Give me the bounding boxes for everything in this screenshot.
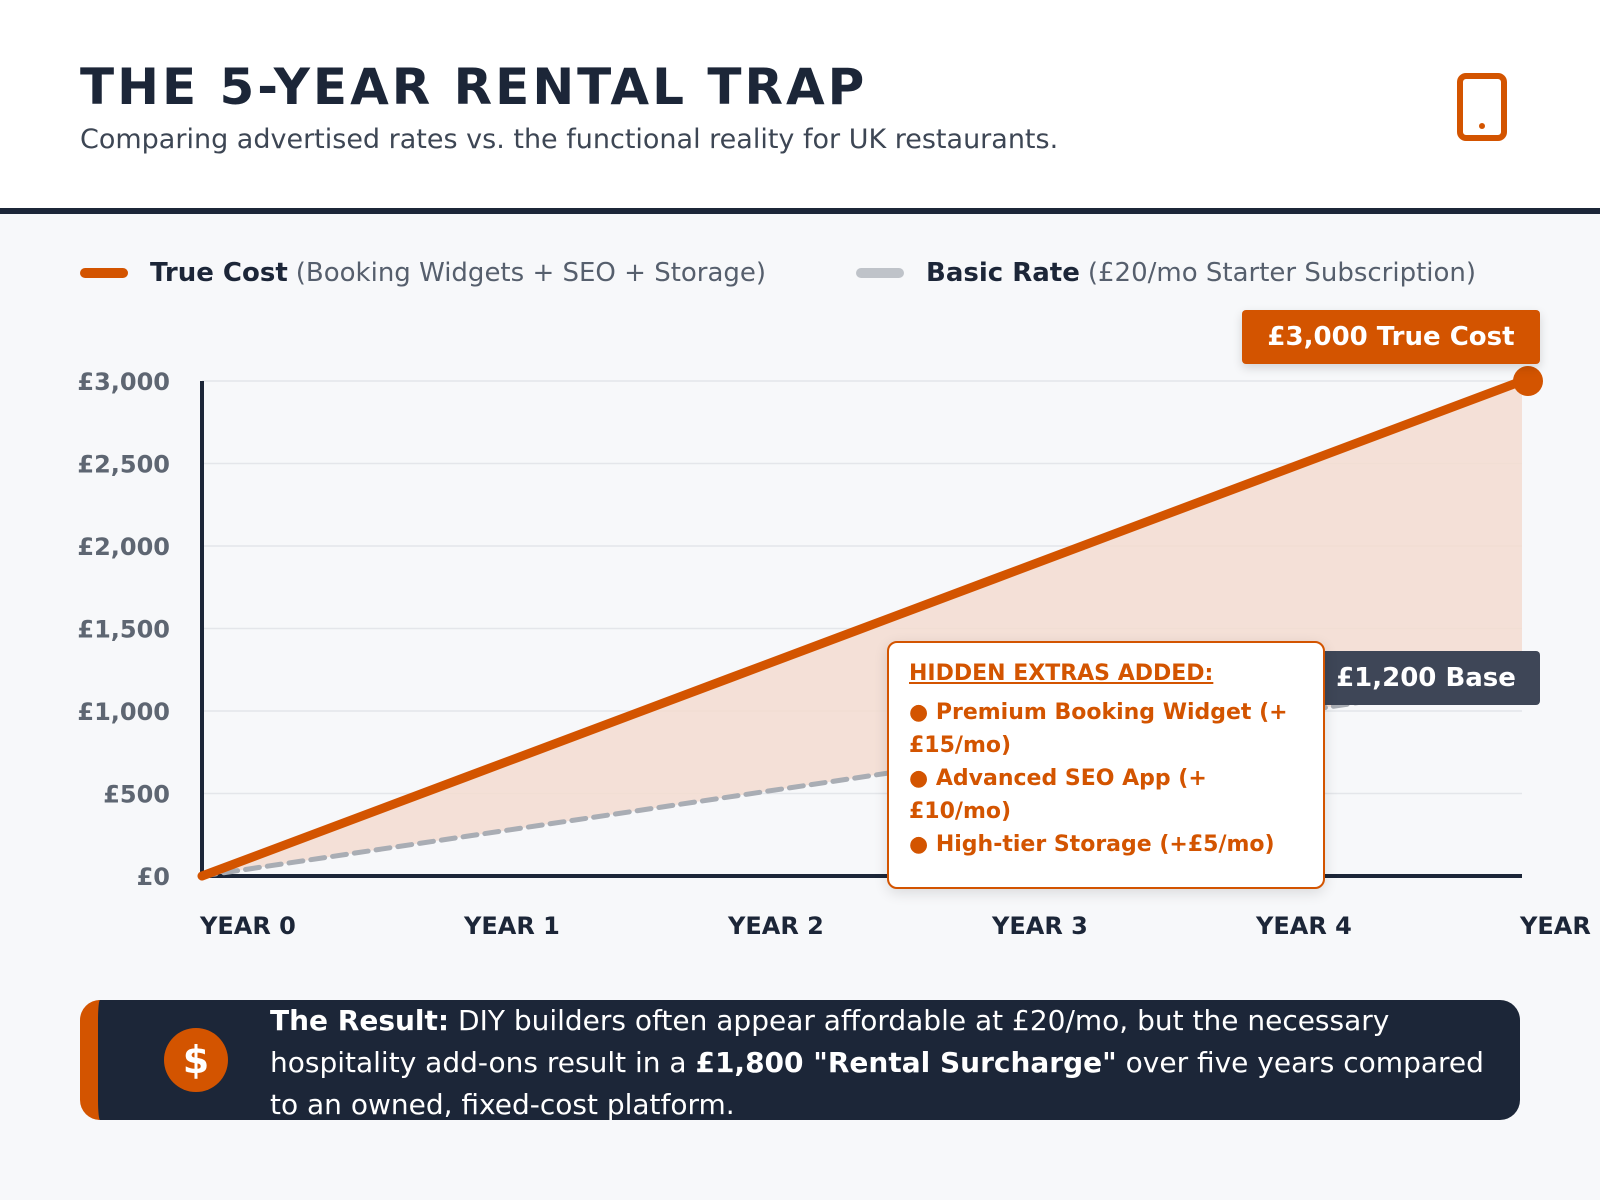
x-tick-label: YEAR 0 [199, 912, 296, 940]
x-tick-label: YEAR 1 [463, 912, 560, 940]
result-lead: The Result: [270, 1004, 450, 1037]
y-tick-label: £3,000 [77, 368, 170, 396]
x-tick-label: YEAR 4 [1255, 912, 1352, 940]
callout-item: ● Premium Booking Widget (+£15/mo) [909, 700, 1288, 758]
header: THE 5-YEAR RENTAL TRAP Comparing adverti… [0, 0, 1600, 214]
chart-legend: True Cost (Booking Widgets + SEO + Stora… [80, 258, 1560, 292]
legend-item-basic-rate: Basic Rate (£20/mo Starter Subscription) [856, 258, 1476, 288]
true-cost-point [1513, 366, 1543, 396]
x-tick-label: YEAR 5 [1519, 912, 1600, 940]
result-highlight: £1,800 "Rental Surcharge" [695, 1046, 1117, 1079]
callout-item: ● Advanced SEO App (+£10/mo) [909, 766, 1207, 824]
callout-title: HIDDEN EXTRAS ADDED: [909, 661, 1214, 686]
tablet-icon [1457, 73, 1507, 141]
true-cost-end-label: £3,000 True Cost [1242, 310, 1540, 364]
result-text-1: DIY builders often appear affordable at … [270, 1004, 1390, 1079]
page-title: THE 5-YEAR RENTAL TRAP [80, 58, 868, 116]
legend-name-true-cost: True Cost [150, 258, 288, 288]
x-tick-label: YEAR 2 [727, 912, 824, 940]
result-text: The Result: DIY builders often appear af… [270, 1000, 1510, 1120]
callout-item: ● High-tier Storage (+£5/mo) [909, 832, 1275, 857]
y-tick-label: £0 [137, 863, 170, 891]
chart-svg: £0 £500 £1,000 £1,500 £2,000 £2,500 £3,000 YEAR… [77, 366, 1600, 940]
legend-desc-basic-rate: (£20/mo Starter Subscription) [1087, 258, 1477, 288]
y-tick-label: £1,000 [77, 698, 170, 726]
y-tick-label: £1,500 [77, 616, 170, 644]
legend-swatch-basic-rate [856, 268, 904, 278]
y-tick-label: £2,500 [77, 451, 170, 479]
page-subtitle: Comparing advertised rates vs. the funct… [80, 124, 1059, 155]
hidden-extras-callout: HIDDEN EXTRAS ADDED: ● Premium Booking W… [887, 641, 1325, 889]
y-tick-label: £2,000 [77, 533, 170, 561]
result-text-2: over five years compared to an owned, fi… [270, 1046, 1484, 1120]
legend-item-true-cost: True Cost (Booking Widgets + SEO + Stora… [80, 258, 766, 288]
legend-name-basic-rate: Basic Rate [926, 258, 1080, 288]
basic-rate-end-label: £1,200 Base [1312, 651, 1540, 705]
dollar-icon: $ [164, 1028, 228, 1092]
legend-swatch-true-cost [80, 268, 128, 278]
chart-area: £0 £500 £1,000 £1,500 £2,000 £2,500 £3,000 YEAR… [0, 300, 1600, 960]
result-banner: $ The Result: DIY builders often appear … [80, 1000, 1520, 1120]
y-tick-label: £500 [103, 781, 170, 809]
true-cost-line [197, 376, 1527, 881]
legend-desc-true-cost: (Booking Widgets + SEO + Storage) [295, 258, 767, 288]
x-tick-label: YEAR 3 [991, 912, 1088, 940]
